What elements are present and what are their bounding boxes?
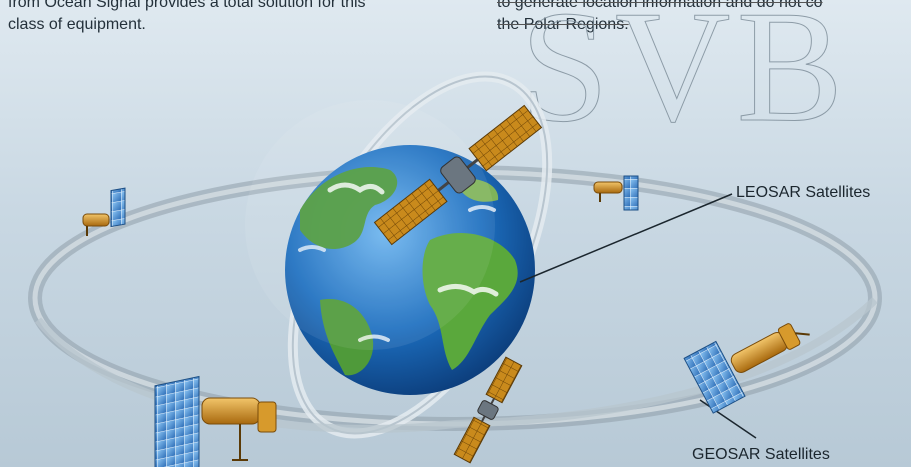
geosar-satellite-bottom-left (154, 375, 277, 467)
geosar-satellite-right-top (593, 175, 639, 211)
leosar-satellite-bottom (453, 356, 523, 464)
geosar-satellite-left (82, 187, 126, 236)
svb-watermark: SVB (520, 0, 849, 155)
left-text-line-1: from Ocean Signal provides a total solut… (8, 0, 366, 11)
intro-paragraph-right: to generate location information and do … (497, 0, 911, 36)
geosar-orbit-front (34, 297, 878, 433)
left-text-line-2: class of equipment. (8, 16, 146, 33)
geosar-satellite-right (683, 323, 810, 414)
geosar-satellites-label: GEOSAR Satellites (692, 446, 830, 463)
intro-paragraph-left: from Ocean Signal provides a total solut… (8, 0, 448, 36)
leosar-satellites-label: LEOSAR Satellites (736, 184, 871, 201)
right-text-line-1: to generate location information and do … (497, 0, 823, 11)
earth-globe (245, 100, 535, 395)
leosar-satellite-top (373, 104, 543, 246)
right-text-line-2: the Polar Regions. (497, 16, 629, 33)
leosar-leader-line (519, 193, 733, 283)
